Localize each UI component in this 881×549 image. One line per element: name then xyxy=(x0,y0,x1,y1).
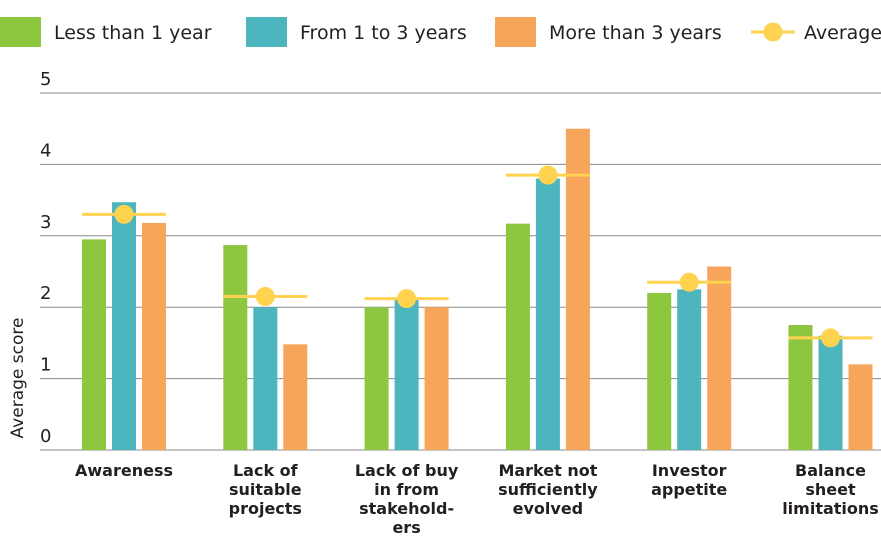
bar-3 xyxy=(707,266,732,450)
average-point xyxy=(538,165,558,185)
y-tick-label: 4 xyxy=(40,140,51,161)
bar-3 xyxy=(283,344,308,450)
bar-1 xyxy=(505,223,530,450)
category-label: stakehold- xyxy=(359,499,454,518)
bar-2 xyxy=(535,178,560,450)
bar-2 xyxy=(677,289,702,450)
legend-label: Less than 1 year xyxy=(54,22,212,44)
legend-swatch xyxy=(0,17,41,47)
category-label: Market not xyxy=(498,461,597,480)
bar-1 xyxy=(788,325,813,450)
bar-3 xyxy=(848,364,873,450)
bar-1 xyxy=(223,245,248,450)
category-label: sufficiently xyxy=(498,480,598,499)
y-axis-label: Average score xyxy=(8,318,28,439)
category-label: suitable xyxy=(229,480,302,499)
average-point xyxy=(114,204,134,224)
legend-average-point xyxy=(763,22,783,42)
bar-3 xyxy=(424,307,449,450)
average-point xyxy=(821,328,840,348)
bar-3 xyxy=(565,128,590,450)
y-tick-label: 2 xyxy=(40,283,51,304)
legend-swatch xyxy=(246,17,287,47)
average-point xyxy=(679,272,699,292)
legend-swatch xyxy=(495,17,536,47)
y-tick-label: 0 xyxy=(40,426,51,447)
bar-2 xyxy=(253,307,278,450)
category-label: Lack of xyxy=(233,461,299,480)
category-label: in from xyxy=(374,480,439,499)
category-label: Awareness xyxy=(75,461,173,480)
category-label: projects xyxy=(229,499,302,518)
bar-1 xyxy=(647,292,672,450)
category-label: Balance xyxy=(795,461,866,480)
legend-label: From 1 to 3 years xyxy=(300,22,467,44)
category-label: limitations xyxy=(782,499,879,518)
category-label: appetite xyxy=(651,480,727,499)
legend-label: More than 3 years xyxy=(549,22,722,44)
category-label: sheet xyxy=(805,480,856,499)
category-label: ers xyxy=(392,518,420,537)
bar-1 xyxy=(82,239,106,450)
y-tick-label: 1 xyxy=(40,355,51,376)
legend-label: Average xyxy=(804,22,881,44)
bar-2 xyxy=(112,202,136,450)
bar-2 xyxy=(394,300,419,450)
bar-1 xyxy=(364,307,389,450)
y-tick-label: 5 xyxy=(40,69,51,90)
bar-2 xyxy=(818,335,843,450)
category-label: evolved xyxy=(513,499,584,518)
category-label: Lack of buy xyxy=(355,461,459,480)
category-label: Investor xyxy=(652,461,727,480)
average-point xyxy=(255,286,275,306)
average-point xyxy=(397,289,417,309)
bar-3 xyxy=(142,222,166,450)
y-tick-label: 3 xyxy=(40,212,51,233)
